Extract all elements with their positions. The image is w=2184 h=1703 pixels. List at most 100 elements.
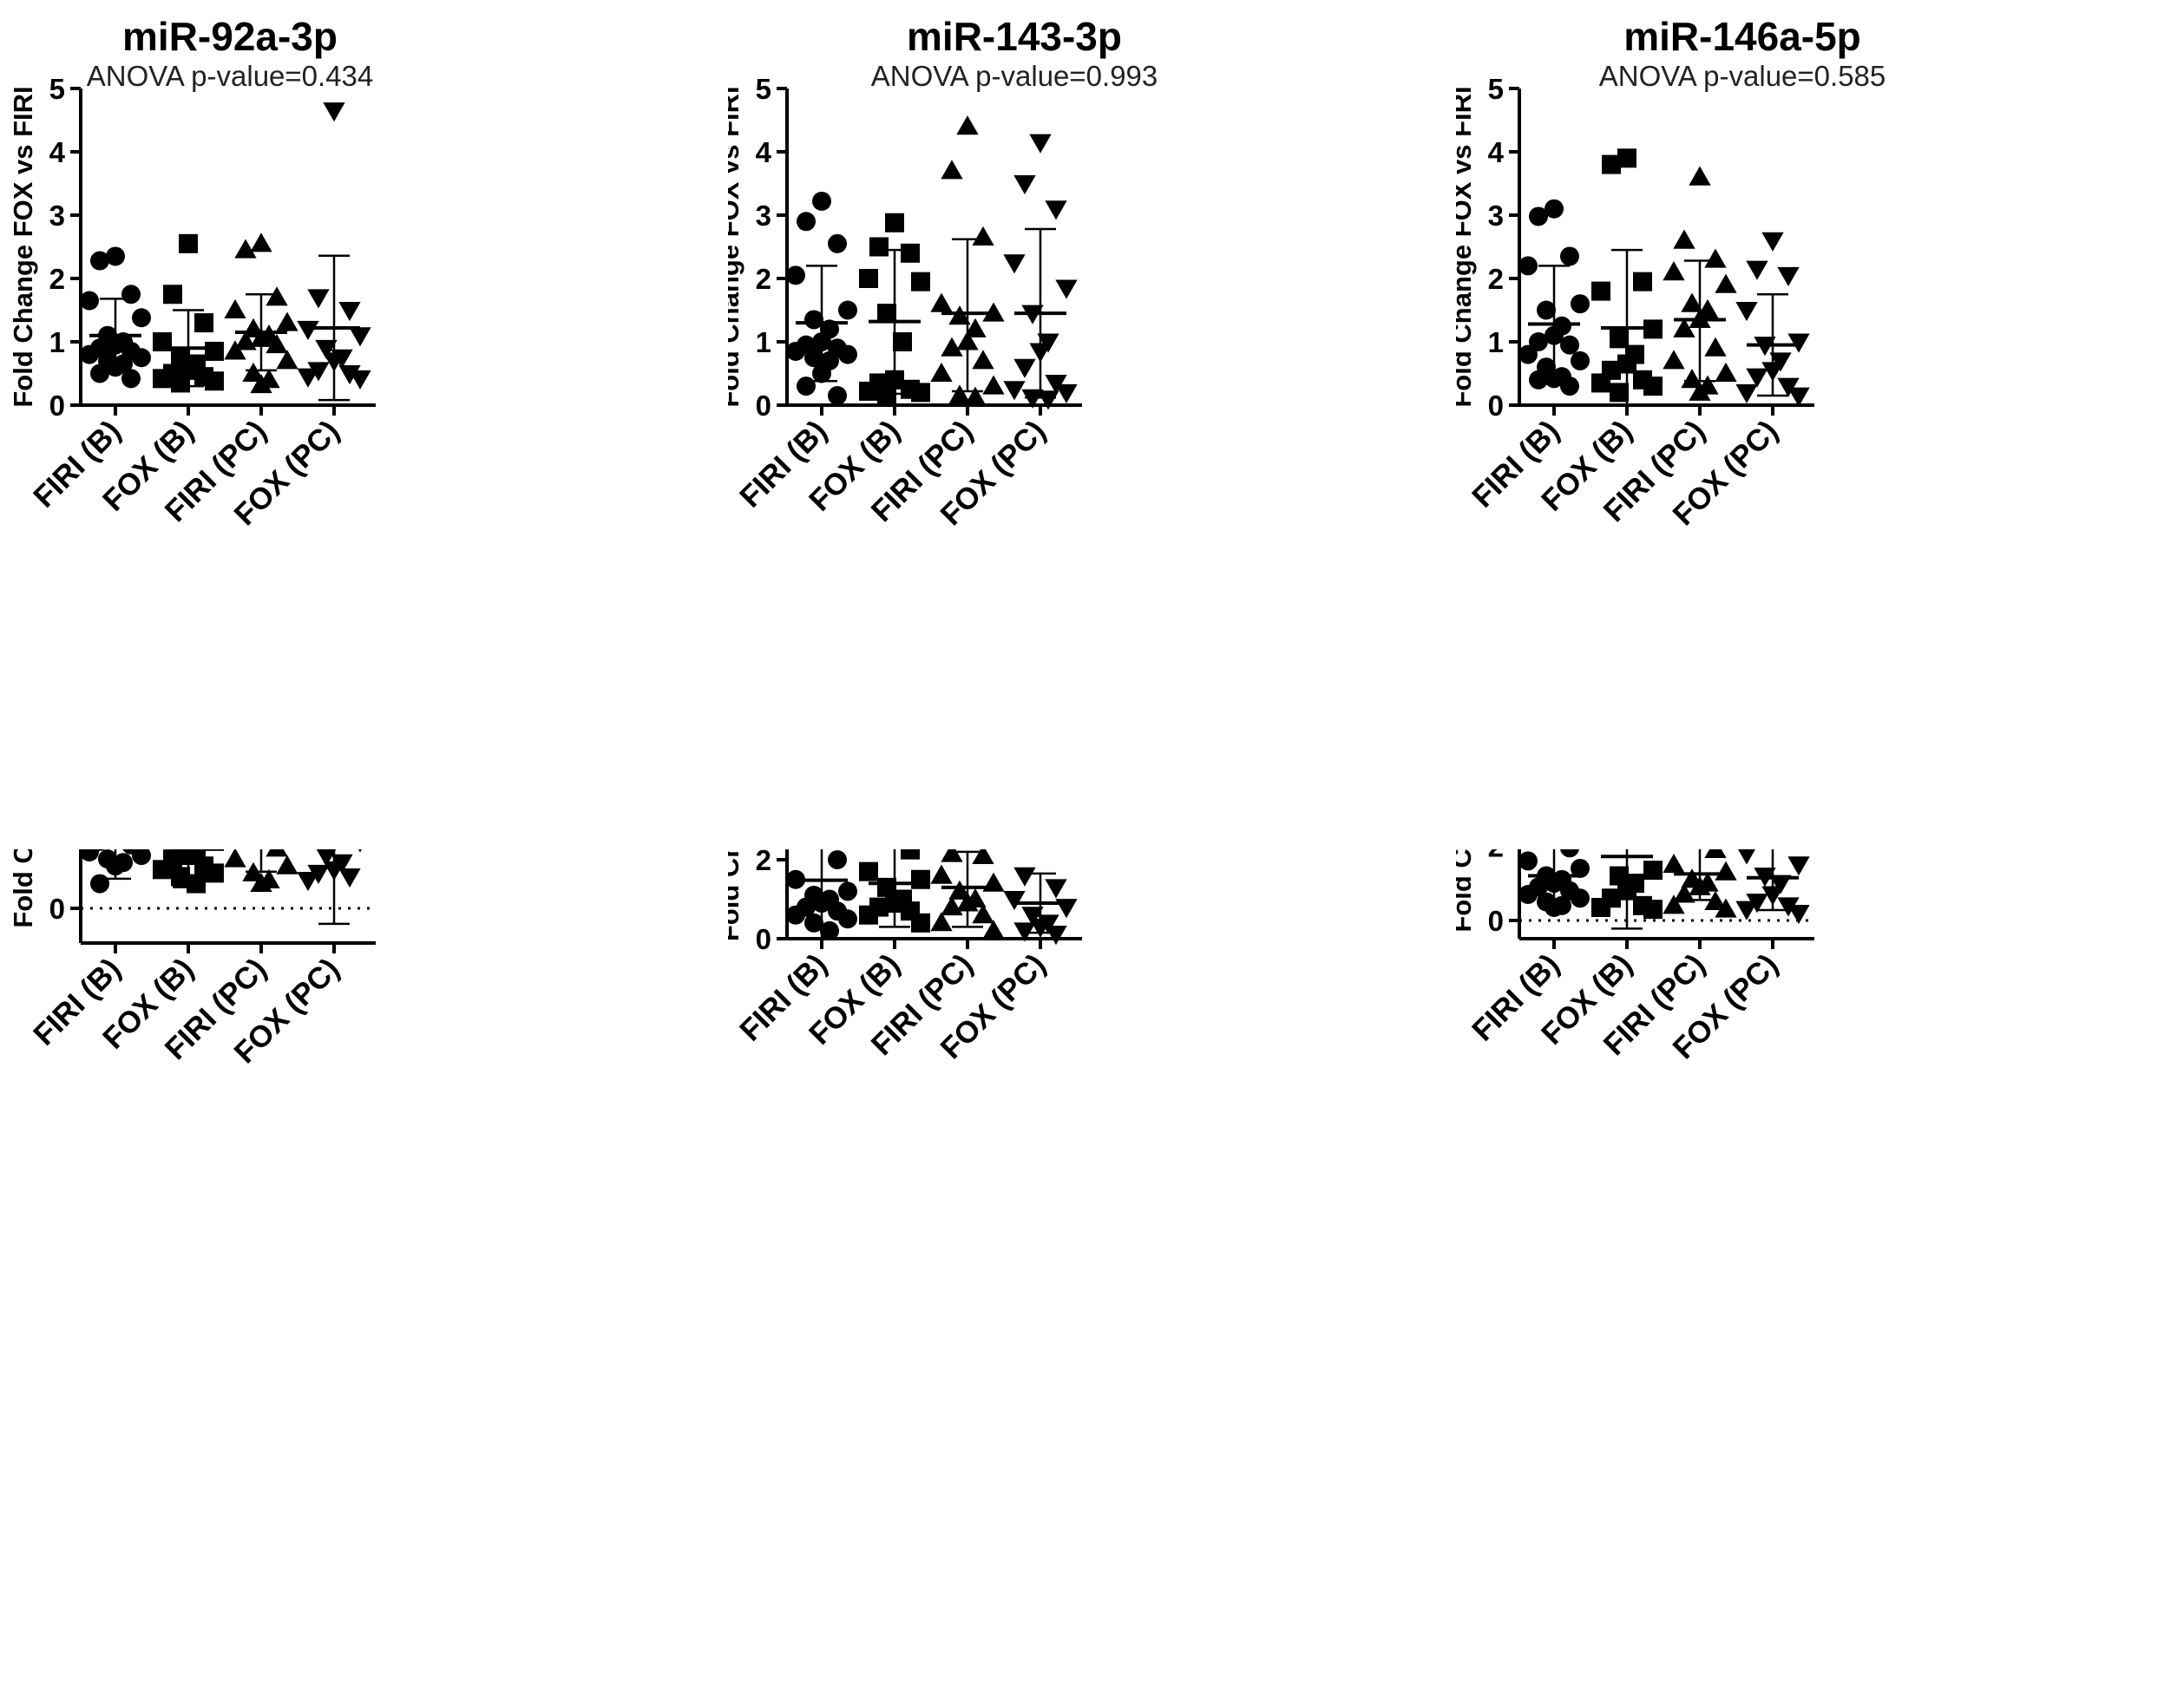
chart-title: miR-143-3p (907, 14, 1122, 59)
y-axis-label: Fold Change FOX vs FIRI (8, 849, 38, 928)
series-group (297, 102, 371, 400)
data-point (786, 265, 805, 285)
data-point (1029, 134, 1051, 154)
data-point (828, 850, 847, 869)
data-point (838, 881, 857, 901)
series-group (80, 849, 151, 894)
data-point (820, 921, 839, 940)
data-point (1643, 861, 1663, 880)
data-point (297, 321, 318, 340)
data-point (297, 369, 318, 388)
data-point (1715, 363, 1736, 382)
data-point (828, 386, 847, 405)
data-point (179, 234, 198, 253)
data-point (1045, 926, 1066, 945)
data-point (1560, 336, 1579, 355)
y-tick-label: 1 (756, 326, 771, 358)
data-point (859, 906, 878, 925)
y-tick-label: 3 (49, 200, 65, 232)
data-point (1591, 373, 1610, 392)
data-point (828, 234, 847, 253)
y-tick-label: 2 (49, 263, 65, 295)
data-point (956, 115, 978, 134)
series-group (1735, 233, 1809, 407)
data-point (1518, 851, 1538, 870)
data-point (121, 285, 141, 304)
data-point (80, 849, 99, 861)
data-point (171, 373, 190, 392)
data-point (1591, 282, 1610, 301)
plot-area: miR-484ANOVA p-value=0.583Fold Change FO… (728, 849, 1158, 1065)
y-axis-label: Fold Change FOX vs FIRI (8, 86, 38, 407)
series-group (1003, 849, 1077, 945)
data-point (224, 849, 246, 868)
data-point (1777, 267, 1799, 286)
chart-svg: miR-484ANOVA p-value=0.583Fold Change FO… (728, 849, 1456, 1699)
series-group (1003, 134, 1077, 410)
y-tick-label: 3 (756, 200, 771, 232)
data-point (838, 345, 857, 364)
y-axis-label: Fold Change FOX vs FIRI (728, 86, 744, 407)
chart-subtitle: ANOVA p-value=0.585 (1599, 60, 1886, 92)
y-tick-label: 0 (1488, 390, 1504, 422)
data-point (1704, 337, 1726, 357)
data-point (1735, 901, 1757, 920)
series-group (1735, 849, 1809, 924)
y-axis-label: Fold Change FOX vs FIRI (1456, 86, 1477, 407)
data-point (132, 308, 151, 327)
y-tick-label: 0 (756, 923, 771, 955)
series-group (930, 849, 1004, 939)
data-point (786, 906, 805, 925)
data-point (323, 102, 344, 121)
data-point (885, 213, 904, 233)
data-point (1761, 233, 1783, 252)
data-point (132, 849, 151, 865)
y-tick-label: 4 (756, 136, 772, 168)
data-point (1643, 377, 1663, 396)
chart-subtitle: ANOVA p-value=0.993 (871, 60, 1158, 92)
y-tick-label: 0 (1488, 905, 1504, 937)
data-point (153, 369, 172, 388)
data-point (982, 375, 1004, 394)
y-tick-label: 4 (49, 136, 66, 168)
data-point (1787, 856, 1809, 875)
data-point (121, 369, 141, 388)
data-point (307, 289, 329, 308)
data-point (838, 301, 857, 320)
series-group (1663, 849, 1736, 918)
data-point (877, 386, 896, 405)
y-tick-label: 0 (49, 893, 65, 925)
chart-panel-mir-484: miR-484ANOVA p-value=0.583Fold Change FO… (728, 849, 1456, 1699)
data-point (1643, 900, 1663, 919)
y-tick-label: 1 (1488, 326, 1504, 358)
series-group (859, 213, 930, 405)
y-tick-label: 0 (756, 390, 771, 422)
data-point (276, 311, 298, 331)
data-point (1003, 381, 1025, 400)
data-point (797, 212, 816, 231)
data-point (1591, 898, 1610, 917)
y-tick-label: 5 (1488, 73, 1504, 105)
data-point (1689, 167, 1710, 186)
data-point (205, 863, 224, 882)
series-group (153, 234, 224, 393)
y-tick-label: 2 (756, 263, 771, 295)
data-point (153, 860, 172, 879)
y-tick-label: 3 (1488, 200, 1504, 232)
y-axis-label: Fold Change FOX vs FIRI (728, 849, 744, 941)
data-point (812, 192, 831, 211)
data-point (1673, 230, 1695, 249)
y-tick-label: 2 (756, 849, 771, 876)
data-point (1013, 868, 1035, 887)
data-point (1715, 274, 1736, 293)
data-point (1013, 359, 1035, 378)
data-point (1518, 345, 1538, 364)
